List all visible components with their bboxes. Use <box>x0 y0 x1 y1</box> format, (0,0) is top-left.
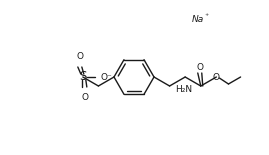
Text: O: O <box>196 64 203 73</box>
Text: S: S <box>79 71 87 84</box>
Text: O: O <box>76 52 83 61</box>
Text: O⁻: O⁻ <box>101 73 112 82</box>
Text: O: O <box>213 73 220 82</box>
Text: Na: Na <box>192 15 204 24</box>
Text: ⁺: ⁺ <box>204 11 208 20</box>
Text: H₂N: H₂N <box>176 85 193 94</box>
Text: O: O <box>81 93 88 102</box>
